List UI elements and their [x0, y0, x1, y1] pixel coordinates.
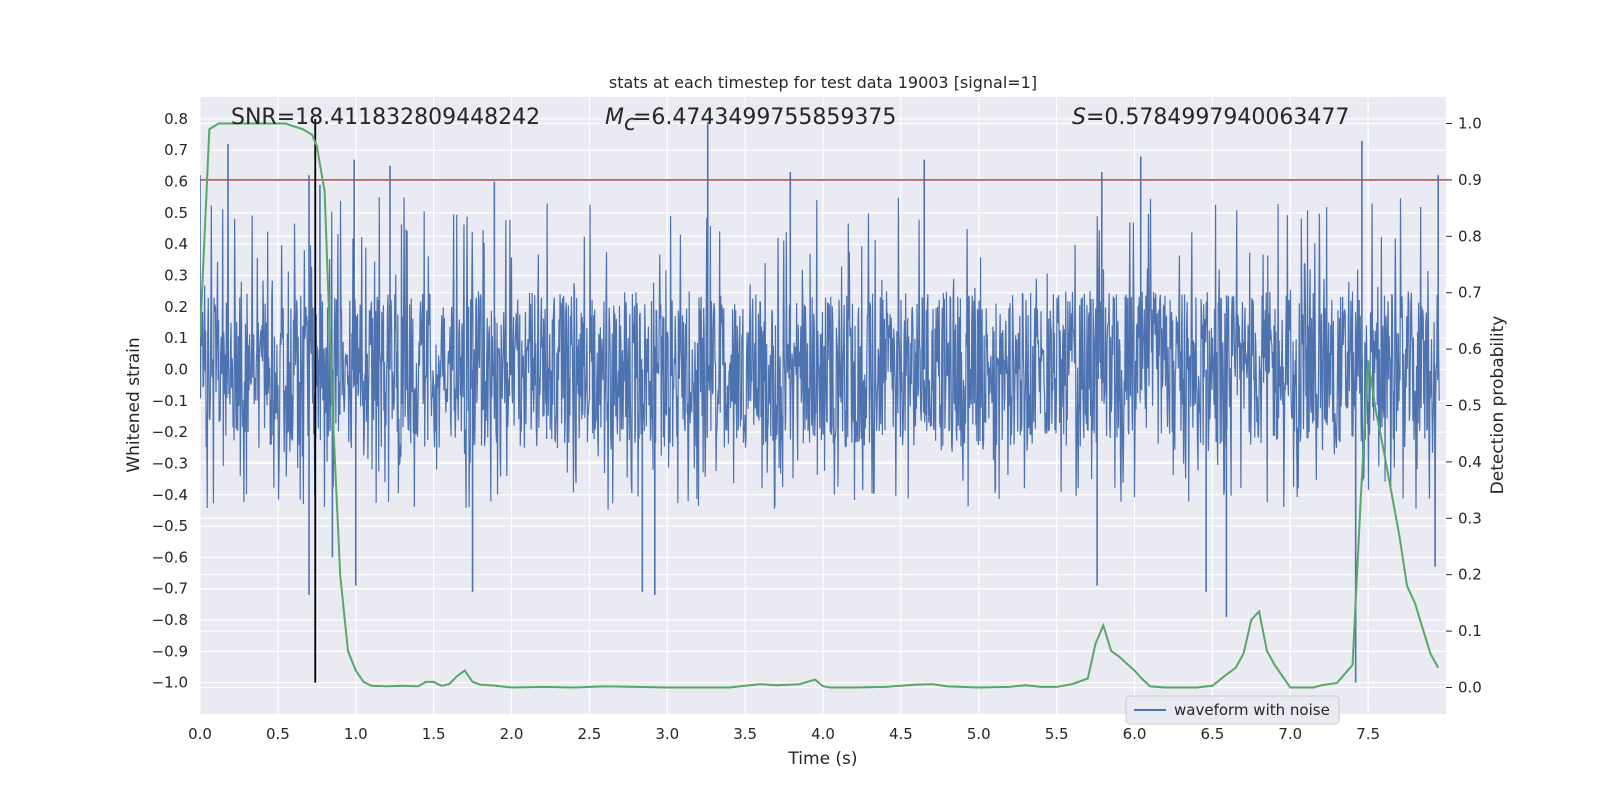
s-annotation: S =0.5784997940063477: [1072, 105, 1349, 130]
chirp-mass-annotation: M c =6.4743499755859375: [605, 105, 896, 136]
x-axis-title: Time (s): [787, 749, 857, 769]
y-tick-label: 0.7: [164, 141, 188, 159]
y2-tick-label: 0.2: [1458, 566, 1482, 584]
y2-tick-label: 0.6: [1458, 340, 1482, 358]
x-tick-label: 5.0: [967, 725, 991, 743]
x-tick-label: 7.5: [1356, 725, 1380, 743]
x-tick-label: 3.0: [655, 725, 679, 743]
y2-tick-label: 0.5: [1458, 397, 1482, 415]
reference-lines: [200, 118, 1446, 683]
svg-text:M: M: [605, 105, 624, 130]
x-tick-label: 1.5: [422, 725, 446, 743]
y2-tick-label: 0.9: [1458, 171, 1482, 189]
y-tick-label: 0.4: [164, 235, 188, 253]
y-tick-label: −0.7: [152, 580, 188, 598]
probability-series: [200, 122, 1440, 689]
y2-tick-label: 0.7: [1458, 284, 1482, 302]
y-axis-title: Whitened strain: [124, 337, 144, 472]
snr-annotation: SNR=18.411832809448242: [231, 105, 540, 130]
probability-line: [200, 122, 1440, 689]
y2-tick-label: 0.8: [1458, 227, 1482, 245]
x-tick-label: 3.5: [733, 725, 757, 743]
svg-text:S: S: [1072, 105, 1086, 130]
y-tick-label: 0.0: [164, 360, 188, 378]
svg-text:=0.5784997940063477: =0.5784997940063477: [1086, 105, 1349, 130]
y-tick-label: −0.8: [152, 611, 188, 629]
x-tick-label: 6.0: [1123, 725, 1147, 743]
x-tick-label: 6.5: [1200, 725, 1224, 743]
waveform-line: [200, 197, 1440, 511]
legend: waveform with noise: [1125, 695, 1340, 725]
y-tick-label: 0.8: [164, 110, 188, 128]
y-tick-label: 0.3: [164, 267, 188, 285]
x-tick-label: 1.0: [344, 725, 368, 743]
y-tick-label: 0.5: [164, 204, 188, 222]
waveform-series: [200, 122, 1440, 683]
svg-text:=6.4743499755859375: =6.4743499755859375: [633, 105, 896, 130]
y2-axis-title: Detection probability: [1488, 316, 1508, 495]
y-tick-label: 0.1: [164, 329, 188, 347]
y-tick-label: −0.1: [152, 392, 188, 410]
y-tick-label: −0.2: [152, 423, 188, 441]
y-tick-label: −0.5: [152, 517, 188, 535]
y2-tick-label: 1.0: [1458, 115, 1482, 133]
x-tick-label: 0.5: [266, 725, 290, 743]
y2-tick-label: 0.1: [1458, 622, 1482, 640]
y2-tick-label: 0.3: [1458, 509, 1482, 527]
y-tick-label: −0.9: [152, 642, 188, 660]
y-tick-label: 0.6: [164, 173, 188, 191]
x-tick-label: 4.5: [889, 725, 913, 743]
x-tick-label: 7.0: [1278, 725, 1302, 743]
x-tick-label: 2.5: [577, 725, 601, 743]
y2-tick-label: 0.0: [1458, 678, 1482, 696]
y-axis-right: 1.0 0.9 0.8 0.7 0.6 0.5 0.4 0.3 0.2 0.1 0.0: [1446, 115, 1482, 696]
y-tick-label: −0.4: [152, 486, 188, 504]
y-axis-left: 0.8 0.7 0.6 0.5 0.4 0.3 0.2 0.1 0.0 −0.1 −0.2 −0.3 −…: [152, 110, 188, 692]
y-tick-label: 0.2: [164, 298, 188, 316]
y2-tick-label: 0.4: [1458, 453, 1482, 471]
x-axis: 0.0 0.5 1.0 1.5 2.0 2.5 3.0 3.5 4.0 4.5 5.0 5.5 6.0 6…: [188, 725, 1380, 743]
y-tick-label: −0.3: [152, 454, 188, 472]
x-tick-label: 4.0: [811, 725, 835, 743]
y-tick-label: −0.6: [152, 548, 188, 566]
y-tick-label: −1.0: [152, 674, 188, 692]
x-tick-label: 5.5: [1045, 725, 1069, 743]
x-tick-label: 2.0: [500, 725, 524, 743]
x-tick-label: 0.0: [188, 725, 212, 743]
chart-title: stats at each timestep for test data 190…: [609, 73, 1037, 92]
svg-text:c: c: [624, 111, 636, 136]
legend-entry-waveform: waveform with noise: [1174, 701, 1330, 719]
